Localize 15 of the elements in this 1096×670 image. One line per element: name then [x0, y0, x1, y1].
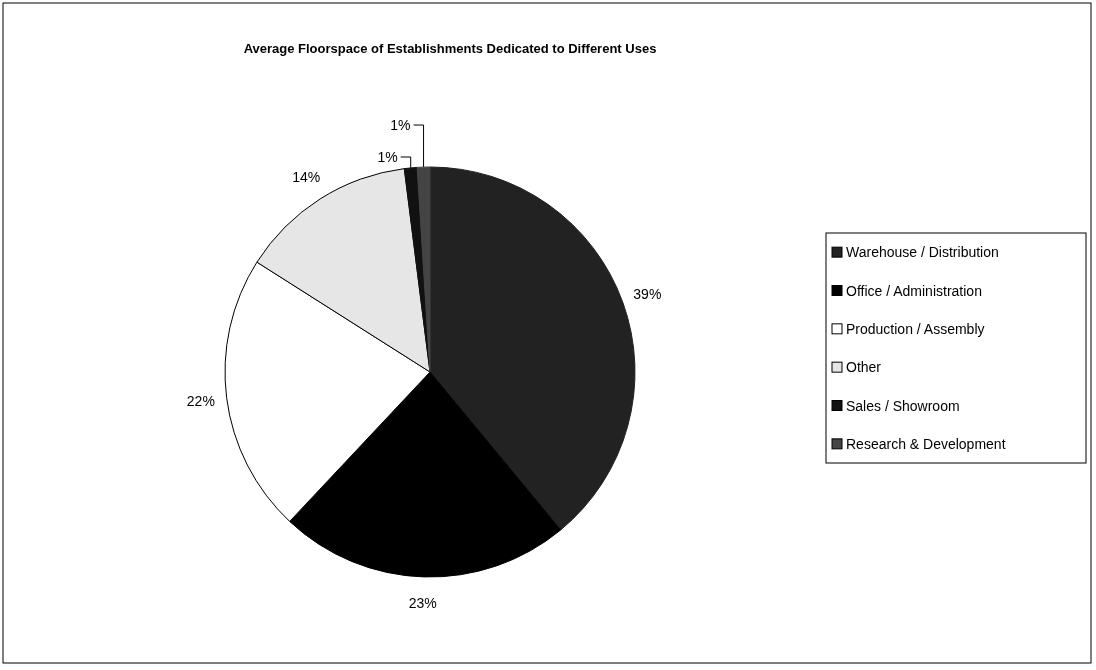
legend-label: Office / Administration — [846, 282, 982, 299]
pie-slice — [416, 166, 431, 373]
legend-label: Other — [846, 359, 882, 376]
data-label: 1% — [377, 149, 398, 165]
data-label: 1% — [390, 117, 411, 133]
pie-slice — [429, 166, 636, 531]
data-label: 22% — [186, 392, 215, 409]
data-label: 23% — [408, 594, 437, 611]
legend-label: Warehouse / Distribution — [846, 244, 999, 261]
legend-label: Production / Assembly — [846, 320, 985, 337]
legend-label: Research & Development — [846, 435, 1006, 452]
data-label: 39% — [633, 285, 662, 302]
data-label: 14% — [292, 168, 321, 185]
legend-label: Sales / Showroom — [846, 397, 960, 414]
chart-title: Average Floorspace of Establishments Dedicated to Different Uses — [243, 41, 657, 56]
